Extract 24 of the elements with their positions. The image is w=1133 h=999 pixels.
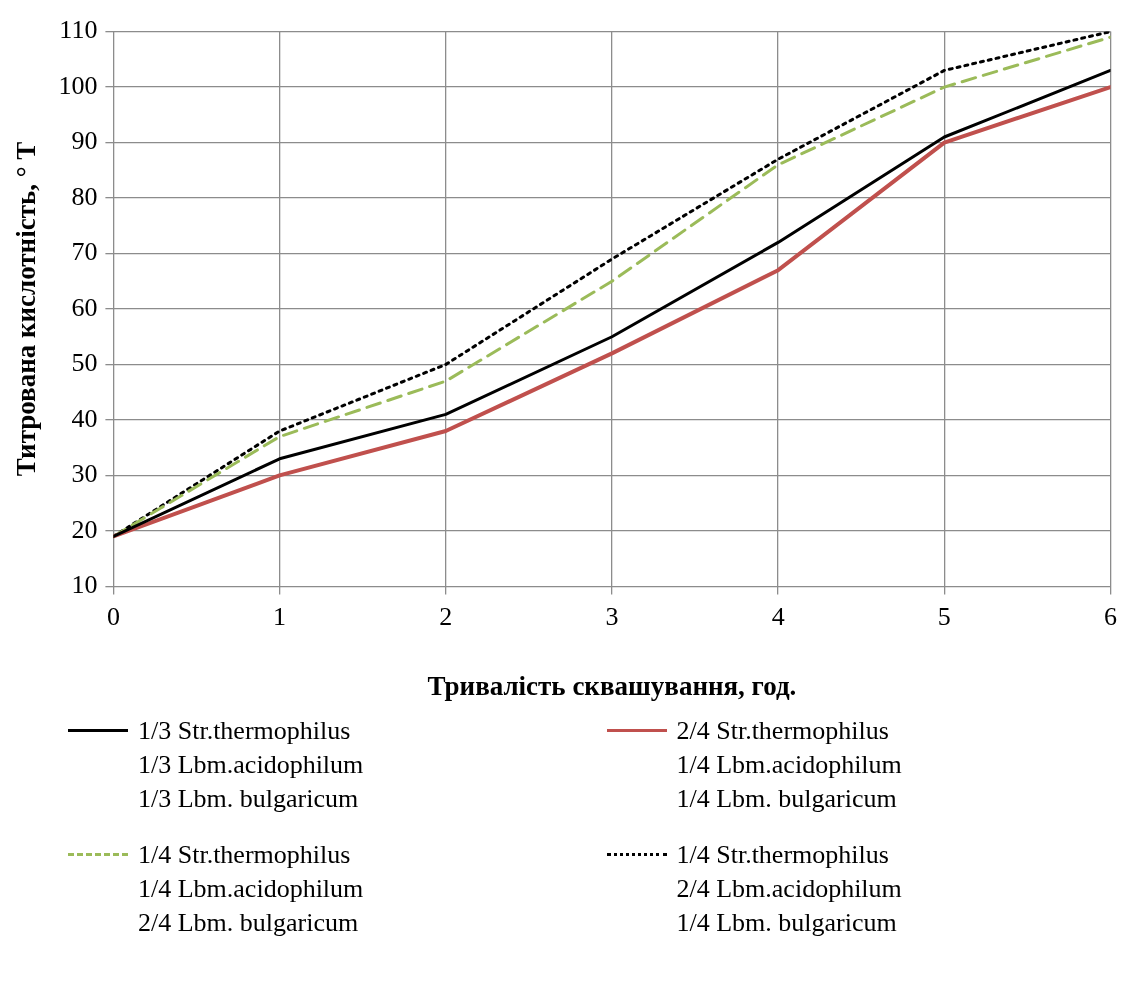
y-tick-label: 110 <box>59 15 98 45</box>
x-tick-label: 5 <box>937 601 951 631</box>
legend-label: 1/4 Str.thermophilus 1/4 Lbm.acidophilum 2/4 Lbm. bulgaricum <box>138 839 364 939</box>
y-tick-label: 80 <box>71 181 98 211</box>
x-tick-label: 2 <box>439 601 453 631</box>
legend-label: 1/4 Str.thermophilus 2/4 Lbm.acidophilum 1/4 Lbm. bulgaricum <box>676 839 902 939</box>
legend-label: 2/4 Str.thermophilus 1/4 Lbm.acidophilum 1/4 Lbm. bulgaricum <box>676 715 902 815</box>
y-tick-label: 100 <box>58 70 98 100</box>
y-tick-label: 20 <box>71 514 98 544</box>
y-axis-title: Титрована кислотність, ° Т <box>11 141 42 477</box>
y-tick-label: 70 <box>71 237 98 267</box>
x-axis-title: Тривалість сквашування, год. <box>427 670 797 701</box>
y-tick-label: 40 <box>71 403 98 433</box>
x-tick-label: 1 <box>273 601 287 631</box>
x-tick-label: 0 <box>106 601 120 631</box>
x-tick-label: 3 <box>605 601 619 631</box>
y-tick-label: 30 <box>71 459 98 489</box>
y-tick-label: 10 <box>71 570 98 600</box>
legend-label: 1/3 Str.thermophilus 1/3 Lbm.acidophilum 1/3 Lbm. bulgaricum <box>138 715 364 815</box>
y-tick-label: 50 <box>71 348 98 378</box>
y-tick-label: 90 <box>71 126 98 156</box>
x-tick-label: 4 <box>771 601 785 631</box>
x-tick-label: 6 <box>1104 601 1117 631</box>
y-tick-label: 60 <box>71 292 98 322</box>
